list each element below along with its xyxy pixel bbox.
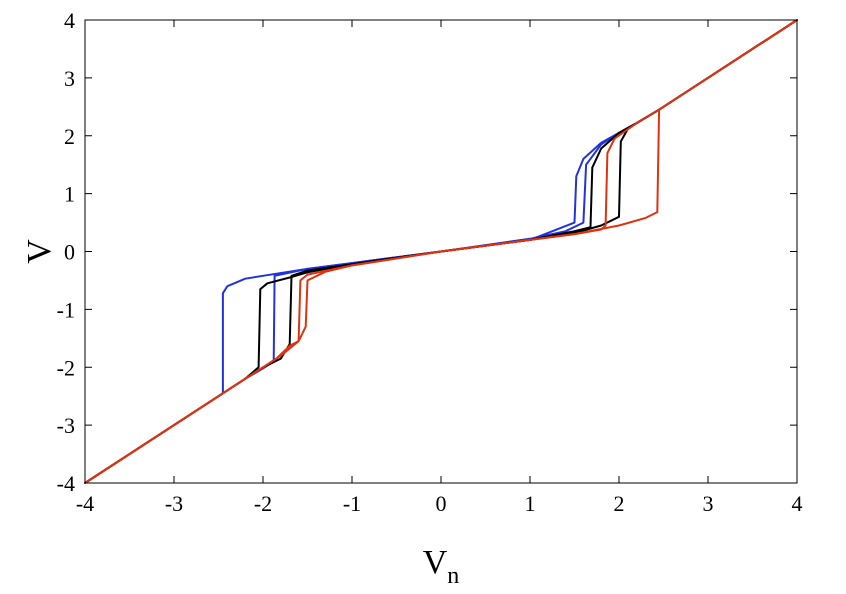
y-tick-label: 1 xyxy=(64,182,75,207)
x-axis-label-main: V xyxy=(423,544,448,581)
y-tick-label: -3 xyxy=(57,413,75,438)
x-tick-label: -1 xyxy=(343,491,361,516)
series-line-5 xyxy=(84,19,798,484)
x-tick-label: 2 xyxy=(614,491,625,516)
x-tick-label: 3 xyxy=(703,491,714,516)
x-axis-label: Vn xyxy=(423,544,460,589)
x-tick-label: -3 xyxy=(165,491,183,516)
x-tick-label: 1 xyxy=(525,491,536,516)
x-tick-label: 4 xyxy=(792,491,803,516)
y-tick-label: 3 xyxy=(64,66,75,91)
series-layer xyxy=(84,19,798,484)
x-axis-label-subscript: n xyxy=(447,563,459,589)
y-axis-label: V xyxy=(21,239,58,264)
y-tick-label: 0 xyxy=(64,240,75,265)
y-tick-label: -4 xyxy=(57,471,75,496)
y-tick-label: 2 xyxy=(64,124,75,149)
tick-labels-layer: -4 -3 -2 -1 0 1 2 3 4 -4 -3 -2 -1 0 1 2 3 4 xyxy=(57,8,803,516)
x-tick-label: 0 xyxy=(436,491,447,516)
y-tick-label: 4 xyxy=(64,8,75,33)
y-tick-label: -2 xyxy=(57,355,75,380)
x-tick-label: -4 xyxy=(76,491,94,516)
y-tick-label: -1 xyxy=(57,297,75,322)
plot-frame xyxy=(84,19,798,484)
x-tick-label: -2 xyxy=(254,491,272,516)
